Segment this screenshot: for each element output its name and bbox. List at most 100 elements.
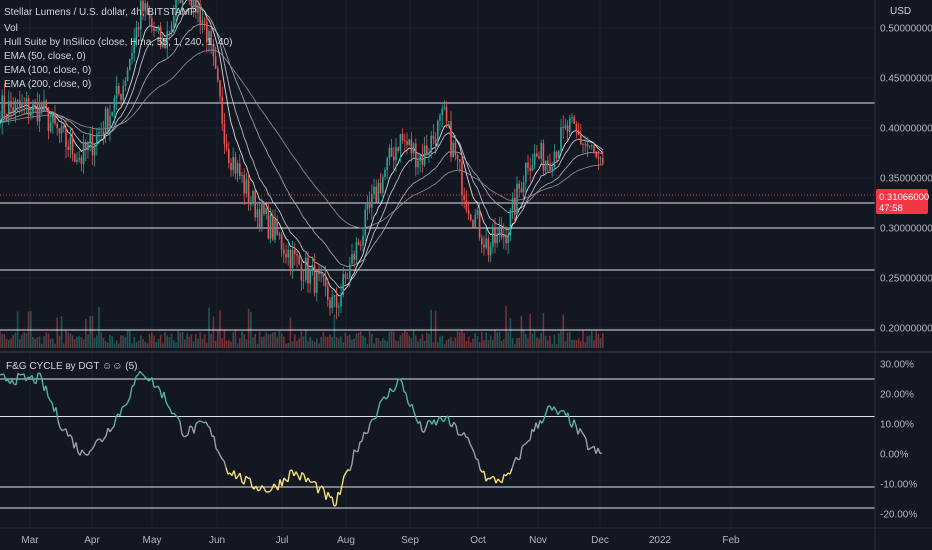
indicator-hull[interactable]: Hull Suite by InSilico (close, Hma, 55, …: [4, 37, 232, 48]
time-tick-label: Dec: [591, 535, 609, 546]
oscillator-segment: [49, 399, 53, 404]
oscillator-segment: [295, 471, 299, 476]
oscillator-segment: [373, 417, 377, 420]
volume-bar: [538, 338, 540, 348]
volume-bar: [324, 336, 327, 348]
volume-bar: [366, 343, 369, 348]
volume-bar: [67, 332, 69, 348]
candle-body: [566, 125, 569, 132]
candle-body: [465, 200, 468, 210]
volume-bar: [47, 333, 50, 348]
candle-body: [74, 154, 76, 162]
oscillator-segment: [165, 401, 169, 407]
volume-bar: [58, 335, 61, 348]
volume-bar: [487, 340, 490, 348]
oscillator-segment: [501, 474, 505, 483]
volume-bar: [595, 330, 597, 348]
volume-bar: [120, 335, 122, 348]
candle-body: [25, 98, 28, 104]
time-tick-label: Feb: [722, 535, 740, 546]
volume-bar: [419, 338, 421, 348]
candle-body: [401, 134, 404, 141]
volume-bar: [10, 338, 12, 348]
volume-bar: [397, 341, 399, 348]
oscillator-segment: [573, 419, 577, 426]
oscillator-segment: [135, 374, 139, 378]
volume-bar: [219, 310, 221, 348]
volume-bar: [542, 313, 545, 348]
indicator-ema50[interactable]: EMA (50, close, 0): [4, 51, 86, 62]
volume-bar: [144, 341, 146, 348]
volume-bar: [212, 316, 215, 348]
candle-body: [142, 0, 144, 12]
volume-bar: [289, 317, 292, 348]
oscillator-segment: [541, 418, 545, 424]
volume-bar: [478, 342, 481, 348]
oscillator-segment: [439, 415, 443, 421]
candle-body: [439, 115, 441, 121]
candle-body: [258, 209, 261, 227]
candle-body: [597, 156, 600, 159]
volume-bar: [162, 343, 164, 348]
oscillator-segment: [389, 387, 393, 392]
candle-body: [199, 5, 201, 25]
oscillator-segment: [235, 475, 239, 480]
oscillator-segment: [399, 378, 403, 383]
oscillator-segment: [423, 427, 427, 433]
oscillator-segment: [511, 461, 515, 469]
volume-bar: [272, 332, 274, 348]
candle-body: [133, 38, 135, 54]
volume-bar: [274, 331, 276, 348]
oscillator-segment: [473, 451, 477, 460]
indicator-ema200[interactable]: EMA (200, close, 0): [4, 79, 91, 90]
volume-bar: [76, 336, 78, 348]
candle-body: [203, 20, 206, 22]
oscillator-segment: [225, 467, 229, 475]
oscillator-segment: [323, 489, 327, 500]
oscillator-segment: [0, 373, 3, 376]
oscillator-segment: [187, 425, 191, 435]
indicator-ema100[interactable]: EMA (100, close, 0): [4, 65, 91, 76]
volume-bar: [197, 338, 199, 348]
oscillator-segment: [51, 402, 55, 412]
volume-bar: [375, 337, 377, 348]
volume-bar: [85, 318, 87, 348]
time-axis-ticks: Mar Apr May Jun Jul Aug Sep Oct Nov Dec 2022 Feb: [21, 535, 740, 546]
volume-bar: [201, 338, 204, 348]
volume-bar: [166, 335, 168, 348]
volume-bar: [525, 334, 527, 348]
candle-body: [85, 142, 87, 151]
oscillator-title[interactable]: F&G CYCLE ву DGT ☺☺ (5): [6, 361, 137, 372]
oscillator-tick-label: 30.00%: [880, 360, 914, 371]
volume-bar: [481, 331, 483, 348]
oscillator-segment: [131, 384, 135, 387]
candle-body: [166, 31, 168, 49]
volume-bar: [243, 334, 245, 348]
candle-body: [192, 0, 195, 7]
volume-bar: [12, 335, 14, 348]
volume-bar: [65, 330, 67, 348]
volume-bar: [60, 316, 63, 348]
candle-body: [421, 155, 424, 166]
candle-body: [67, 146, 69, 150]
volume-bar: [432, 342, 435, 348]
candle-body: [595, 151, 597, 157]
volume-bar: [322, 331, 325, 348]
candle-body: [69, 136, 72, 150]
volume-bar: [203, 334, 206, 348]
oscillator-segment: [393, 386, 397, 392]
oscillator-segment: [509, 468, 513, 475]
volume-bar: [82, 339, 85, 348]
candle-body: [498, 228, 501, 234]
oscillator-segment: [485, 477, 489, 482]
oscillator-segment: [127, 397, 131, 403]
candle-body: [208, 31, 210, 43]
candle-body: [151, 18, 153, 27]
indicator-vol[interactable]: Vol: [4, 23, 18, 34]
volume-bar: [593, 340, 595, 348]
oscillator-tick-label: 0.00%: [880, 450, 908, 461]
candle-body: [272, 215, 274, 240]
volume-bar: [509, 318, 512, 348]
volume-bar: [129, 330, 131, 348]
